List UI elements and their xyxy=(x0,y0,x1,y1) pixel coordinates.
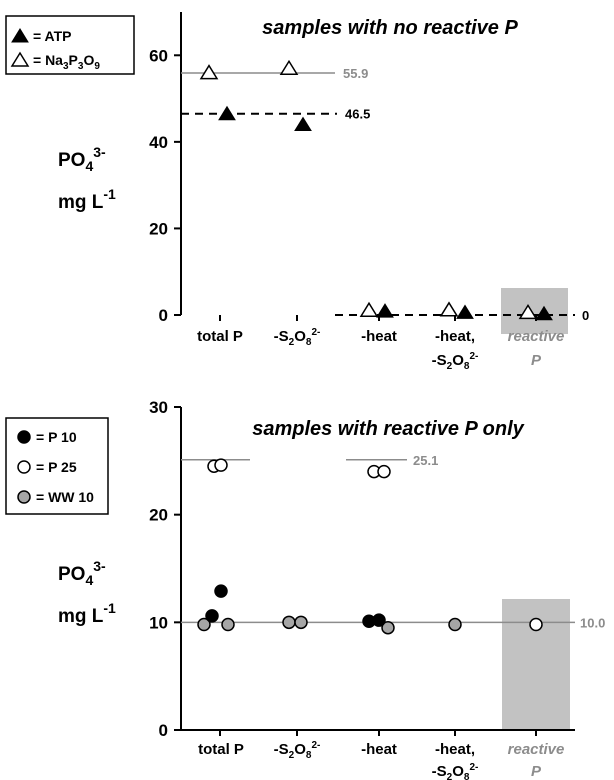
legend-grey-circle-icon xyxy=(17,490,31,504)
y-axis-unit-bottom: mg L-1 xyxy=(58,600,116,627)
legend-open-triangle-icon xyxy=(10,51,30,67)
category-labels-top: total P -S2O82- -heat -heat, -S2O82- rea… xyxy=(197,327,564,372)
cat-heat-top: -heat xyxy=(361,328,397,345)
legend-label-na3p3o9: = Na3P3O9 xyxy=(33,52,100,72)
legend-open-circle-icon xyxy=(17,460,31,474)
point-na3p3o9-0 xyxy=(199,64,219,80)
reference-label-bottom-1: 10.0 xyxy=(580,615,605,630)
point-na3p3o9-3 xyxy=(439,301,459,317)
legend-label-atp: = ATP xyxy=(33,28,72,44)
reference-label-top-1: 46.5 xyxy=(345,107,370,122)
point-p25-3 xyxy=(377,464,391,479)
point-atp-3 xyxy=(456,304,474,319)
point-p10-0 xyxy=(205,609,219,623)
legend-label-ww10: = WW 10 xyxy=(36,489,94,505)
ylabel-sub: 4 xyxy=(85,158,93,174)
y-tick-label-bottom-2: 20 xyxy=(149,506,168,525)
y-tick-label-top-1: 20 xyxy=(149,219,168,238)
y-ticks-top: 0 20 40 60 xyxy=(149,46,181,325)
chart-title-bottom: samples with reactive P only xyxy=(252,418,524,440)
point-p25-4 xyxy=(529,617,543,632)
point-ww10-3 xyxy=(294,615,308,630)
reference-label-bottom-0: 25.1 xyxy=(413,453,438,468)
panel-bottom: 0 10 20 30 25.1 10.0 samples with reactive P… xyxy=(5,398,605,780)
point-atp-2 xyxy=(376,303,394,318)
ylabel-sup: 3- xyxy=(93,144,106,160)
panel-top: 0 20 40 60 55.9 46.5 0 samples with no reacti… xyxy=(5,12,589,372)
legend-label-p10: = P 10 xyxy=(36,429,77,445)
point-p10-1 xyxy=(214,584,228,598)
point-ww10-0 xyxy=(197,617,211,632)
category-labels-bottom: total P -S2O82- -heat -heat, -S2O82- rea… xyxy=(198,740,564,780)
cat-reactive-top-1: reactive xyxy=(508,328,565,345)
cat-total-p-bottom: total P xyxy=(198,741,244,758)
point-atp-4 xyxy=(535,305,553,321)
cat-heat-s2o8-top-2: -S2O82- xyxy=(432,351,479,372)
legend-top: = ATP = Na3P3O9 xyxy=(5,15,135,75)
shaded-region-reactive-p xyxy=(501,288,568,334)
points-top xyxy=(199,59,553,321)
y-tick-label-top-0: 0 xyxy=(159,306,168,325)
y-tick-label-bottom-3: 30 xyxy=(149,398,168,417)
reference-label-top-0: 55.9 xyxy=(343,66,368,81)
cat-reactive-bottom-2: P xyxy=(531,763,542,780)
legend-label-p25: = P 25 xyxy=(36,459,77,475)
point-ww10-4 xyxy=(381,620,395,635)
point-na3p3o9-4 xyxy=(518,303,538,320)
y-tick-label-top-3: 60 xyxy=(149,46,168,65)
y-tick-label-top-2: 40 xyxy=(149,133,168,152)
y-axis-label-bottom: PO43- xyxy=(58,558,106,588)
point-atp-1 xyxy=(294,116,312,132)
chart-title-top: samples with no reactive P xyxy=(262,17,518,39)
point-na3p3o9-1 xyxy=(279,59,299,76)
y-axis-unit-top: mg L-1 xyxy=(58,186,116,213)
points-bottom xyxy=(197,458,543,635)
cat-heat-s2o8-bottom-1: -heat, xyxy=(435,741,475,758)
legend-filled-triangle-icon xyxy=(11,28,29,43)
ylabel-unit: mg L xyxy=(58,192,104,213)
cat-reactive-bottom-1: reactive xyxy=(508,741,565,758)
na-label: = Na xyxy=(33,52,63,68)
cat-reactive-top-2: P xyxy=(531,352,542,369)
x-ticks-bottom xyxy=(219,730,537,736)
legend-filled-circle-icon xyxy=(17,430,31,444)
cat-total-p-top: total P xyxy=(197,328,243,345)
cat-s2o8-bottom: -S2O82- xyxy=(274,740,321,761)
point-p25-1 xyxy=(214,458,228,472)
y-ticks-bottom: 0 10 20 30 xyxy=(149,398,181,740)
y-axis-label-top: PO43- xyxy=(58,144,106,174)
cat-heat-bottom: -heat xyxy=(361,741,397,758)
cat-heat-s2o8-top-1: -heat, xyxy=(435,328,475,345)
point-p10-3 xyxy=(372,613,386,627)
point-atp-0 xyxy=(218,105,236,121)
reference-lines-top: 55.9 46.5 0 xyxy=(181,66,589,323)
point-ww10-2 xyxy=(282,615,296,630)
reference-label-top-2: 0 xyxy=(582,308,589,323)
point-ww10-1 xyxy=(221,617,235,632)
ylabel-po: PO xyxy=(58,150,85,171)
ylabel-unit-sup: -1 xyxy=(103,186,116,202)
cat-s2o8-top: -S2O82- xyxy=(274,327,321,348)
cat-heat-s2o8-bottom-2: -S2O82- xyxy=(432,762,479,780)
point-ww10-5 xyxy=(448,617,462,632)
point-na3p3o9-2 xyxy=(359,301,379,317)
legend-bottom: = P 10 = P 25 = WW 10 xyxy=(5,417,109,515)
y-tick-label-bottom-0: 0 xyxy=(159,721,168,740)
y-tick-label-bottom-1: 10 xyxy=(149,613,168,632)
